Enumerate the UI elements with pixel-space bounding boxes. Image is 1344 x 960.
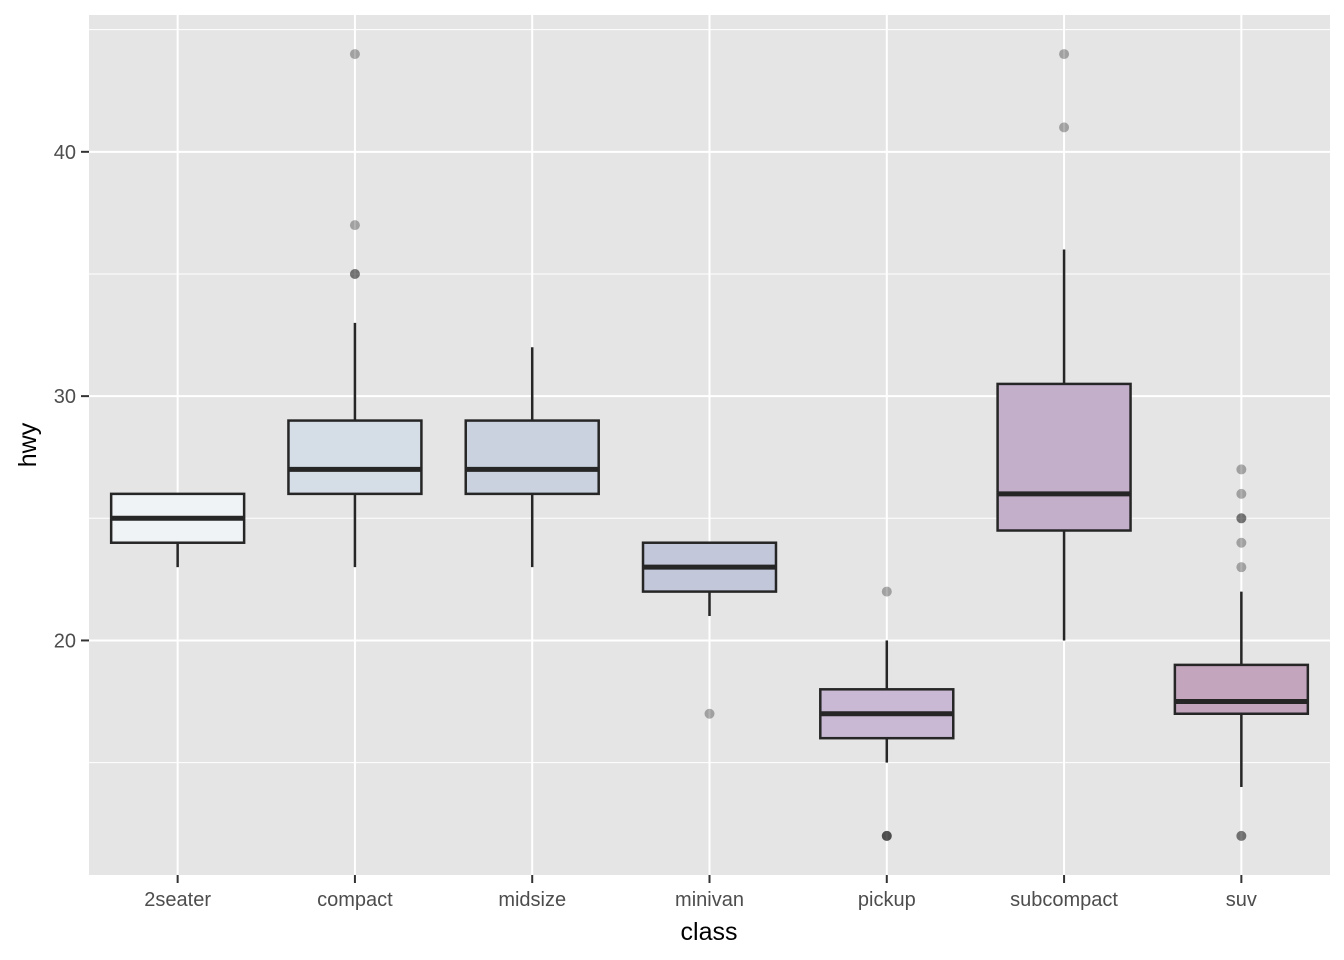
outlier-point	[1236, 464, 1247, 475]
box-compact	[287, 49, 423, 568]
x-tick-label: compact	[317, 889, 393, 911]
y-axis-title: hwy	[14, 422, 42, 467]
outlier-point	[349, 220, 360, 231]
outlier-point	[349, 49, 360, 60]
box-subcompact	[996, 49, 1132, 641]
box-midsize	[464, 347, 600, 568]
outlier-point	[1236, 488, 1247, 499]
box-pickup	[819, 586, 955, 841]
box-suv	[1173, 464, 1310, 841]
outlier-point	[1236, 537, 1247, 548]
box-iqr	[996, 382, 1132, 532]
y-tick-label: 40	[54, 142, 76, 164]
box-iqr	[464, 419, 600, 496]
x-tick-label: pickup	[858, 889, 916, 911]
x-tick-label: 2seater	[144, 889, 211, 911]
outlier-point	[1236, 562, 1247, 573]
x-axis: 2seater compact midsize minivan pickup subcom…	[144, 875, 1257, 911]
y-tick-label: 20	[54, 630, 76, 652]
x-axis-title: class	[681, 918, 738, 946]
outlier-point	[704, 708, 715, 719]
box-iqr	[287, 419, 423, 496]
outlier-point	[1059, 122, 1070, 133]
outlier-point	[1236, 830, 1247, 841]
x-tick-label: midsize	[498, 889, 566, 911]
x-tick-label: suv	[1226, 889, 1257, 911]
outlier-point	[1236, 513, 1247, 524]
box-iqr	[1173, 663, 1310, 715]
outlier-point	[349, 268, 360, 279]
boxes	[109, 49, 1310, 841]
y-axis: 20 30 40	[54, 142, 89, 652]
y-tick-label: 30	[54, 386, 76, 408]
outlier-point	[1236, 513, 1247, 524]
outlier-point	[881, 830, 892, 841]
outlier-point	[1059, 49, 1070, 60]
outlier-point	[881, 830, 892, 841]
box-2seater	[109, 492, 246, 568]
x-tick-label: subcompact	[1010, 889, 1118, 911]
box-minivan	[641, 541, 778, 719]
outlier-point	[881, 830, 892, 841]
outlier-point	[881, 586, 892, 597]
outlier-point	[349, 268, 360, 279]
outlier-point	[1236, 830, 1247, 841]
x-tick-label: minivan	[675, 889, 744, 911]
